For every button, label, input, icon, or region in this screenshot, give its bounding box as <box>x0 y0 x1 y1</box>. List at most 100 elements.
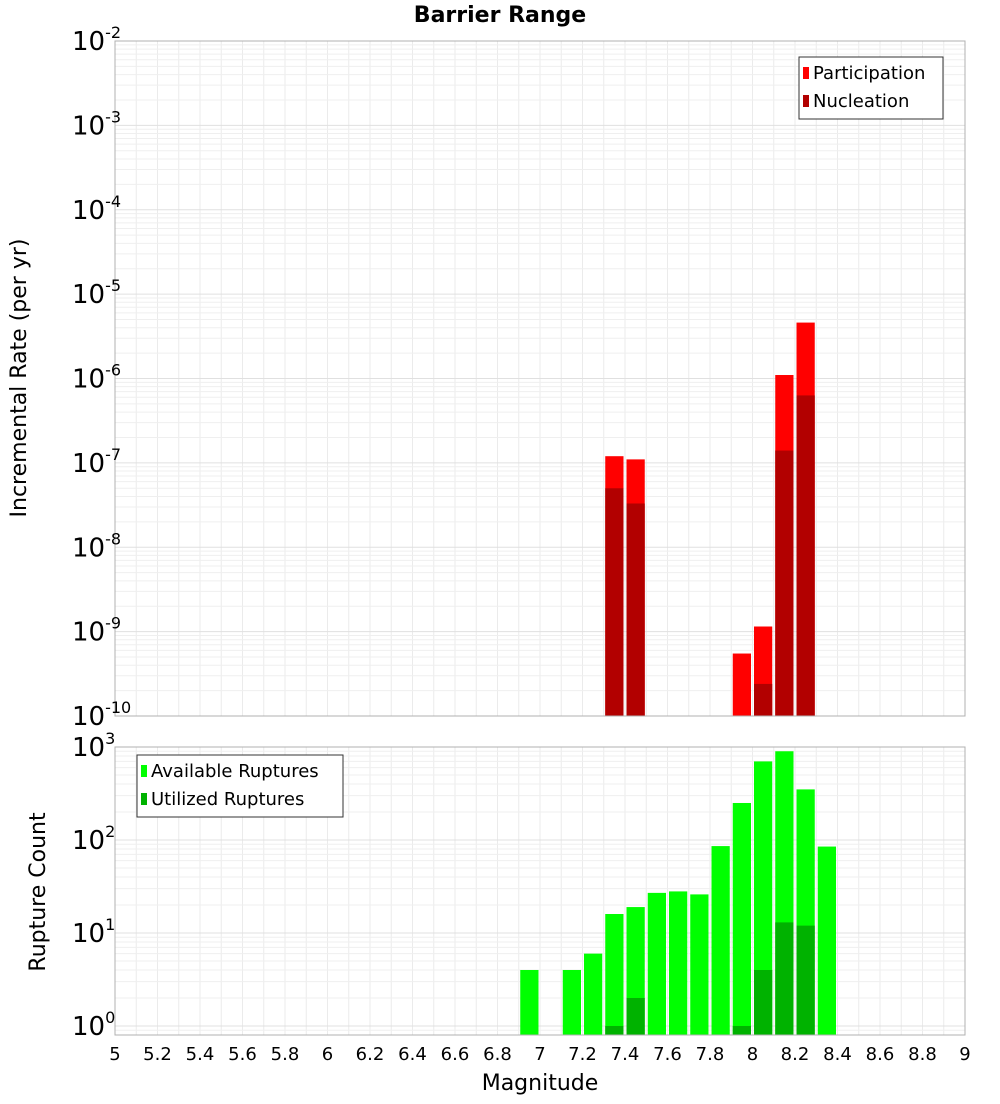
x-axis-label: Magnitude <box>482 1071 599 1096</box>
x-tick-label: 5.2 <box>143 1044 172 1065</box>
y-tick-base: 10 <box>72 449 105 479</box>
bottom-bar-available-ruptures <box>754 761 773 1035</box>
top-legend-box <box>798 56 944 120</box>
y-tick-base: 10 <box>72 618 105 648</box>
y-tick-base: 10 <box>72 27 105 57</box>
y-tick-exponent: 0 <box>105 1008 115 1027</box>
bottom-legend-swatch <box>141 765 147 777</box>
bottom-bar-available-ruptures <box>817 846 836 1035</box>
top-bar-participation <box>732 653 751 716</box>
bottom-legend-swatch <box>141 793 147 805</box>
bottom-bar-utilized-ruptures <box>754 969 773 1035</box>
x-tick-label: 7.8 <box>696 1044 725 1065</box>
top-y-tick-label: 10-2 <box>72 23 121 57</box>
y-tick-exponent: -7 <box>105 445 121 464</box>
y-tick-exponent: -3 <box>105 107 121 126</box>
x-tick-label: 6 <box>322 1044 333 1065</box>
top-bar-nucleation <box>796 395 815 716</box>
top-bar-nucleation <box>775 450 794 716</box>
bottom-bar-available-ruptures <box>605 914 624 1035</box>
y-tick-base: 10 <box>72 196 105 226</box>
top-y-tick-label: 10-3 <box>72 107 121 141</box>
y-tick-exponent: -9 <box>105 614 121 633</box>
top-y-tick-label: 10-9 <box>72 614 121 648</box>
top-y-tick-label: 10-7 <box>72 445 121 479</box>
top-y-tick-label: 10-5 <box>72 276 121 310</box>
bottom-bar-available-ruptures <box>669 891 688 1035</box>
y-tick-base: 10 <box>72 365 105 395</box>
top-y-tick-label: 10-4 <box>72 192 121 226</box>
x-tick-label: 7.2 <box>568 1044 597 1065</box>
bottom-legend-label: Utilized Ruptures <box>151 789 304 810</box>
top-legend-label: Participation <box>813 63 925 84</box>
bottom-bar-available-ruptures <box>584 953 603 1035</box>
bottom-y-tick-label: 100 <box>72 1008 115 1042</box>
y-tick-exponent: -6 <box>105 361 121 380</box>
bottom-bar-available-ruptures <box>520 969 539 1035</box>
y-tick-exponent: -10 <box>105 698 131 717</box>
top-bar-nucleation <box>605 488 624 716</box>
top-bar-nucleation <box>754 683 773 716</box>
y-tick-base: 10 <box>72 280 105 310</box>
y-tick-exponent: 3 <box>105 729 115 748</box>
x-tick-label: 7.6 <box>653 1044 682 1065</box>
bottom-y-tick-label: 101 <box>72 915 115 949</box>
x-tick-label: 6.6 <box>441 1044 470 1065</box>
top-bar-nucleation <box>626 503 645 716</box>
x-tick-label: 7 <box>534 1044 545 1065</box>
x-tick-label: 8.6 <box>866 1044 895 1065</box>
bottom-bar-utilized-ruptures <box>775 922 794 1035</box>
y-tick-base: 10 <box>72 826 105 856</box>
y-tick-exponent: -4 <box>105 192 121 211</box>
bottom-y-tick-label: 102 <box>72 822 115 856</box>
y-tick-base: 10 <box>72 733 105 763</box>
x-tick-label: 9 <box>959 1044 970 1065</box>
bottom-y-axis-label: Rupture Count <box>26 812 51 972</box>
x-tick-label: 5 <box>109 1044 120 1065</box>
bottom-legend: Available Ruptures Utilized Ruptures <box>136 754 344 818</box>
bottom-bar-utilized-ruptures <box>626 997 645 1035</box>
x-tick-label: 5.4 <box>186 1044 215 1065</box>
x-tick-label: 8.8 <box>908 1044 937 1065</box>
x-tick-label: 6.4 <box>398 1044 427 1065</box>
bottom-bar-available-ruptures <box>647 892 666 1035</box>
bottom-bar-utilized-ruptures <box>796 925 815 1035</box>
y-tick-base: 10 <box>72 702 105 732</box>
bottom-bar-utilized-ruptures <box>605 1025 624 1035</box>
top-y-tick-label: 10-10 <box>72 698 131 732</box>
top-legend: Participation Nucleation <box>798 56 944 120</box>
chart-title: Barrier Range <box>414 3 586 28</box>
y-tick-exponent: 2 <box>105 822 115 841</box>
y-tick-exponent: -2 <box>105 23 121 42</box>
top-y-tick-label: 10-8 <box>72 529 121 563</box>
y-tick-exponent: -8 <box>105 529 121 548</box>
x-tick-label: 6.8 <box>483 1044 512 1065</box>
x-tick-label: 8.4 <box>823 1044 852 1065</box>
y-tick-base: 10 <box>72 1012 105 1042</box>
bottom-y-tick-label: 103 <box>72 729 115 763</box>
top-legend-label: Nucleation <box>813 91 909 112</box>
bottom-bar-available-ruptures <box>732 802 751 1035</box>
top-plot-frame <box>114 40 966 717</box>
y-tick-base: 10 <box>72 111 105 141</box>
bottom-bar-available-ruptures <box>562 969 581 1035</box>
top-y-tick-label: 10-6 <box>72 361 121 395</box>
top-legend-swatch <box>803 67 809 79</box>
x-tick-label: 6.2 <box>356 1044 385 1065</box>
x-tick-label: 8 <box>747 1044 758 1065</box>
x-tick-label: 7.4 <box>611 1044 640 1065</box>
x-tick-label: 8.2 <box>781 1044 810 1065</box>
y-tick-exponent: -5 <box>105 276 121 295</box>
bottom-bar-available-ruptures <box>711 846 730 1035</box>
bottom-bar-available-ruptures <box>690 894 709 1035</box>
top-y-axis-label: Incremental Rate (per yr) <box>7 239 32 518</box>
x-tick-label: 5.6 <box>228 1044 257 1065</box>
y-tick-exponent: 1 <box>105 915 115 934</box>
bottom-legend-label: Available Ruptures <box>151 761 319 782</box>
y-tick-base: 10 <box>72 533 105 563</box>
x-tick-label: 5.8 <box>271 1044 300 1065</box>
bottom-legend-box <box>136 754 344 818</box>
